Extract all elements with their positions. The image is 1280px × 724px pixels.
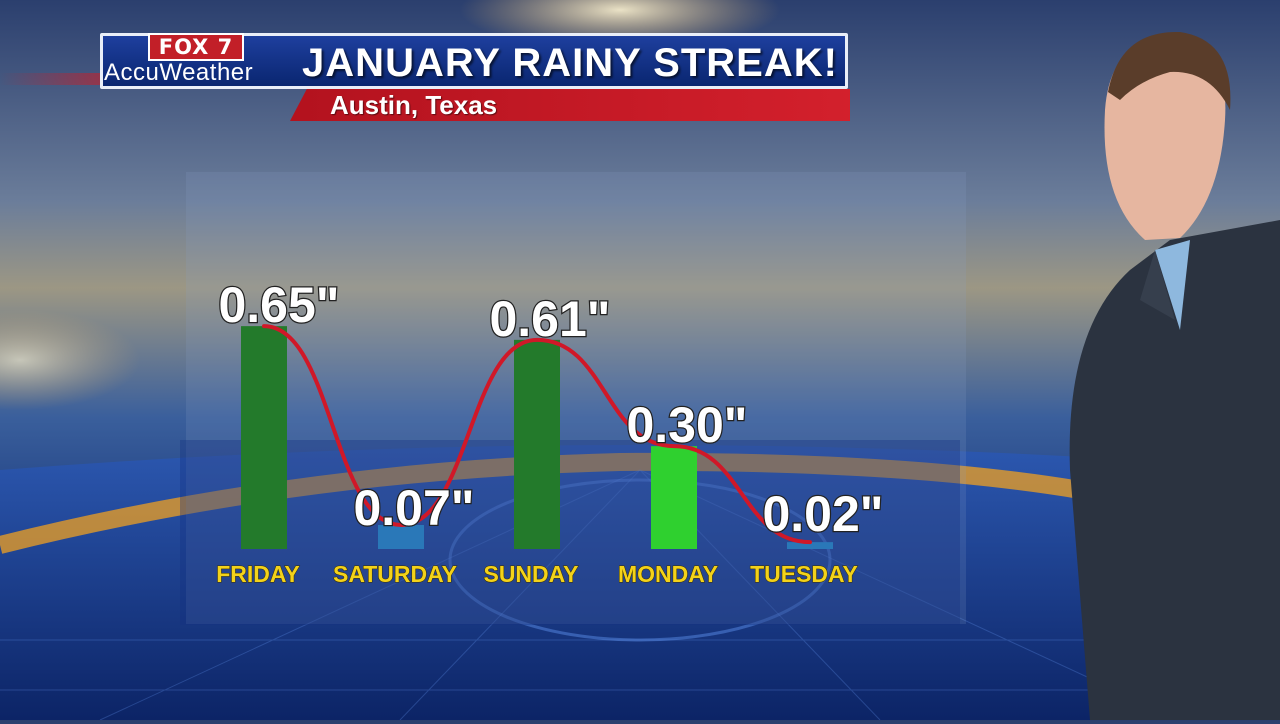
headline: JANUARY RAINY STREAK! (302, 41, 838, 85)
station-name: AccuWeather (104, 59, 254, 86)
value-label-tuesday: 0.02" (762, 486, 883, 542)
title-graphic: FOX 7 AccuWeather JANUARY RAINY STREAK! … (0, 33, 850, 123)
value-label-friday: 0.65" (218, 277, 339, 333)
value-label-saturday: 0.07" (353, 480, 474, 536)
trend-line (262, 324, 812, 545)
bar-saturday (378, 525, 424, 549)
day-label-saturday: SATURDAY (333, 561, 457, 587)
meteorologist (1060, 0, 1280, 720)
value-label-monday: 0.30" (626, 397, 747, 453)
station-logo: FOX 7 (148, 33, 244, 61)
day-label-sunday: SUNDAY (483, 561, 578, 587)
location-bar: Austin, Texas (290, 89, 850, 121)
value-label-sunday: 0.61" (489, 291, 610, 347)
chart-panel (186, 172, 966, 624)
location-label: Austin, Texas (330, 90, 498, 120)
bar-tuesday (787, 542, 833, 549)
bar-friday (241, 326, 287, 549)
chart-panel-shadow (180, 440, 960, 625)
bar-sunday (514, 339, 560, 549)
bar-monday (651, 446, 697, 549)
day-label-monday: MONDAY (618, 561, 718, 587)
day-label-friday: FRIDAY (216, 561, 300, 587)
day-label-tuesday: TUESDAY (750, 561, 858, 587)
